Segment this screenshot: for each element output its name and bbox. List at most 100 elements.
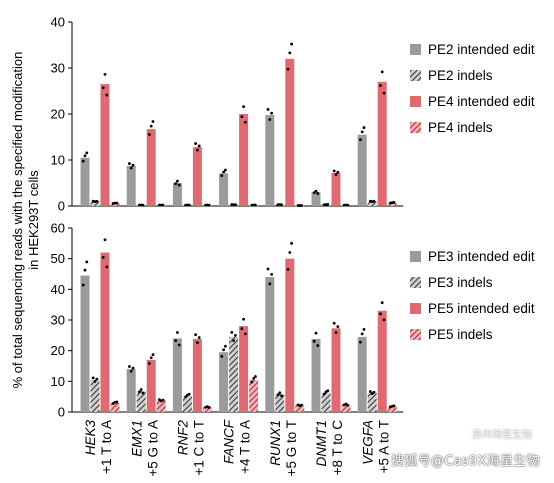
watermark: 搜狐号@Cas9X海星生物 <box>391 454 540 469</box>
replicate-dot-top-pe4-intended-edit-fancf-4-t-to-a <box>244 120 247 124</box>
replicate-dot-bottom-pe3-indels-vegfa-5-a-to-t <box>369 390 372 393</box>
replicate-dot-bottom-pe3-intended-edit-fancf-4-t-to-a <box>224 344 227 348</box>
bar-bottom-pe3-intended-edit-emx1-5-g-to-a <box>126 369 136 412</box>
replicate-dot-top-pe2-intended-edit-fancf-4-t-to-a <box>220 174 224 178</box>
replicate-dot-top-pe4-intended-edit-runx1-5-g-to-t <box>288 51 292 55</box>
replicate-dot-bottom-pe3-intended-edit-fancf-4-t-to-a <box>222 348 226 352</box>
bar-bottom-pe5-intended-edit-emx1-5-g-to-a <box>146 359 156 412</box>
replicate-dot-bottom-pe3-indels-rnf2-1-c-to-t <box>187 392 191 396</box>
replicate-dot-top-pe4-intended-edit-dnmt1-8-t-to-c <box>336 170 340 174</box>
replicate-dot-bottom-pe3-indels-runx1-5-g-to-t <box>278 391 282 395</box>
legend-label-pe4-intended-edit: PE4 intended edit <box>428 94 535 109</box>
bar-top-pe2-intended-edit-rnf2-1-c-to-t <box>172 183 182 206</box>
bar-top-pe2-intended-edit-dnmt1-8-t-to-c <box>311 192 321 206</box>
bar-bottom-pe5-intended-edit-fancf-4-t-to-a <box>239 326 249 412</box>
bar-top-pe2-intended-edit-runx1-5-g-to-t <box>265 114 275 206</box>
replicate-dot-bottom-pe3-intended-edit-hek3-1-t-to-a <box>85 260 89 264</box>
category-gene-label-emx1: EMX1 <box>129 420 144 457</box>
replicate-dot-top-pe4-indels-fancf-4-t-to-a <box>254 203 257 207</box>
bar-bottom-pe5-intended-edit-runx1-5-g-to-t <box>285 258 295 412</box>
replicate-dot-top-pe2-intended-edit-rnf2-1-c-to-t <box>177 183 181 187</box>
replicate-dot-top-pe4-intended-edit-vegfa-5-a-to-t <box>380 70 384 74</box>
replicate-dot-top-pe2-intended-edit-hek3-1-t-to-a <box>83 154 87 158</box>
replicate-dot-bottom-pe5-indels-vegfa-5-a-to-t <box>392 404 396 408</box>
bar-top-pe4-intended-edit-rnf2-1-c-to-t <box>192 147 202 206</box>
legend-swatch-pe3-indels <box>410 277 421 288</box>
replicate-dot-bottom-pe3-indels-emx1-5-g-to-a <box>139 388 143 391</box>
replicate-dot-bottom-pe5-indels-fancf-4-t-to-a <box>252 377 256 380</box>
replicate-dot-bottom-pe5-intended-edit-runx1-5-g-to-t <box>288 251 292 254</box>
bar-top-pe2-indels-vegfa-5-a-to-t <box>367 201 377 206</box>
category-edit-label-dnmt1: +8 T to C <box>330 420 345 476</box>
replicate-dot-bottom-pe3-intended-edit-dnmt1-8-t-to-c <box>314 331 318 335</box>
top-y-tick-label: 30 <box>51 61 65 76</box>
replicate-dot-top-pe2-intended-edit-vegfa-5-a-to-t <box>360 130 364 134</box>
bottom-panel: 0 10 20 30 40 50 60 <box>51 221 404 420</box>
bar-top-pe2-intended-edit-emx1-5-g-to-a <box>126 165 136 206</box>
replicate-dot-top-pe4-intended-edit-rnf2-1-c-to-t <box>196 148 199 152</box>
bar-top-pe2-indels-hek3-1-t-to-a <box>90 201 100 206</box>
bottom-y-tick-label: 0 <box>58 405 65 420</box>
replicate-dot-top-pe2-indels-hek3-1-t-to-a <box>95 199 99 203</box>
replicate-dot-bottom-pe3-intended-edit-runx1-5-g-to-t <box>266 267 270 271</box>
replicate-dot-top-pe4-indels-rnf2-1-c-to-t <box>207 203 211 207</box>
replicate-dot-bottom-pe3-intended-edit-vegfa-5-a-to-t <box>362 327 366 331</box>
replicate-dot-bottom-pe5-intended-edit-fancf-4-t-to-a <box>242 317 246 321</box>
bar-bottom-pe3-intended-edit-vegfa-5-a-to-t <box>357 336 367 412</box>
replicate-dot-top-pe2-intended-edit-emx1-5-g-to-a <box>127 162 131 165</box>
y-axis-label-line2: in HEK293T cells <box>26 170 41 270</box>
top-y-tick-label: 10 <box>51 153 65 168</box>
top-legend: PE2 intended edit PE2 indels PE4 intended … <box>410 42 535 135</box>
replicate-dot-bottom-pe3-indels-dnmt1-8-t-to-c <box>322 392 326 396</box>
replicate-dot-bottom-pe3-intended-edit-vegfa-5-a-to-t <box>360 332 364 336</box>
replicate-dot-bottom-pe3-indels-emx1-5-g-to-a <box>141 391 145 395</box>
replicate-dot-bottom-pe5-indels-fancf-4-t-to-a <box>254 375 257 378</box>
replicate-dot-top-pe4-intended-edit-hek3-1-t-to-a <box>101 86 105 90</box>
replicate-dot-bottom-pe5-intended-edit-rnf2-1-c-to-t <box>194 333 198 337</box>
replicate-dot-top-pe4-intended-edit-runx1-5-g-to-t <box>290 42 293 46</box>
replicate-dot-bottom-pe3-intended-edit-runx1-5-g-to-t <box>270 272 273 276</box>
bar-bottom-pe5-indels-vegfa-5-a-to-t <box>387 406 397 412</box>
replicate-dot-top-pe4-indels-runx1-5-g-to-t <box>300 204 303 207</box>
replicate-dot-top-pe4-intended-edit-emx1-5-g-to-a <box>149 124 153 128</box>
replicate-dot-bottom-pe3-intended-edit-emx1-5-g-to-a <box>127 365 131 368</box>
replicate-dot-bottom-pe5-intended-edit-hek3-1-t-to-a <box>103 238 107 242</box>
bar-top-pe4-intended-edit-runx1-5-g-to-t <box>285 58 295 206</box>
bar-bottom-pe5-intended-edit-dnmt1-8-t-to-c <box>331 328 341 412</box>
bottom-y-tick-label: 20 <box>51 343 65 358</box>
top-y-tick-label: 0 <box>58 199 65 214</box>
replicate-dot-top-pe4-intended-edit-dnmt1-8-t-to-c <box>334 173 338 176</box>
replicate-dot-top-pe2-indels-runx1-5-g-to-t <box>280 203 283 207</box>
replicate-dot-bottom-pe3-intended-edit-vegfa-5-a-to-t <box>359 340 362 344</box>
bottom-y-tick-label: 30 <box>51 313 65 328</box>
replicate-dot-top-pe2-intended-edit-vegfa-5-a-to-t <box>359 138 362 142</box>
bar-bottom-pe3-intended-edit-fancf-4-t-to-a <box>219 352 229 412</box>
bar-bottom-pe3-indels-vegfa-5-a-to-t <box>367 392 377 412</box>
legend-label-pe4-indels: PE4 indels <box>428 120 493 135</box>
replicate-dot-bottom-pe5-intended-edit-rnf2-1-c-to-t <box>197 336 201 339</box>
legend-swatch-pe4-indels <box>410 122 421 133</box>
category-edit-label-emx1: +5 G to A <box>145 420 160 477</box>
replicate-dot-bottom-pe5-intended-edit-vegfa-5-a-to-t <box>380 301 384 305</box>
bar-top-pe2-intended-edit-vegfa-5-a-to-t <box>357 134 367 206</box>
replicate-dot-top-pe4-indels-hek3-1-t-to-a <box>115 201 119 205</box>
replicate-dot-top-pe4-intended-edit-vegfa-5-a-to-t <box>382 91 386 95</box>
bar-bottom-pe3-intended-edit-rnf2-1-c-to-t <box>172 338 182 412</box>
bar-bottom-pe5-intended-edit-vegfa-5-a-to-t <box>377 310 387 412</box>
replicate-dot-bottom-pe5-intended-edit-hek3-1-t-to-a <box>105 265 109 269</box>
replicate-dot-bottom-pe3-indels-hek3-1-t-to-a <box>93 380 97 383</box>
replicate-dot-bottom-pe3-intended-edit-hek3-1-t-to-a <box>83 268 87 272</box>
category-gene-label-runx1: RUNX1 <box>268 420 283 466</box>
top-y-tick-label: 40 <box>51 15 65 30</box>
top-y-tick-label: 20 <box>51 107 65 122</box>
bar-bottom-pe3-indels-emx1-5-g-to-a <box>136 391 146 412</box>
replicate-dot-top-pe2-intended-edit-runx1-5-g-to-t <box>270 111 273 115</box>
replicate-dot-top-pe4-indels-emx1-5-g-to-a <box>161 203 165 207</box>
replicate-dot-top-pe4-intended-edit-rnf2-1-c-to-t <box>197 144 201 148</box>
x-axis-category-labels: HEK3 +1 T to A EMX1 +5 G to A RNF2 +1 C to T F… <box>83 419 391 476</box>
replicate-dot-bottom-pe5-intended-edit-emx1-5-g-to-a <box>149 356 153 360</box>
replicate-dot-bottom-pe5-intended-edit-vegfa-5-a-to-t <box>379 312 382 316</box>
category-gene-label-dnmt1: DNMT1 <box>314 420 329 467</box>
replicate-dot-bottom-pe3-indels-dnmt1-8-t-to-c <box>326 389 330 393</box>
bar-bottom-pe5-indels-emx1-5-g-to-a <box>156 400 166 412</box>
